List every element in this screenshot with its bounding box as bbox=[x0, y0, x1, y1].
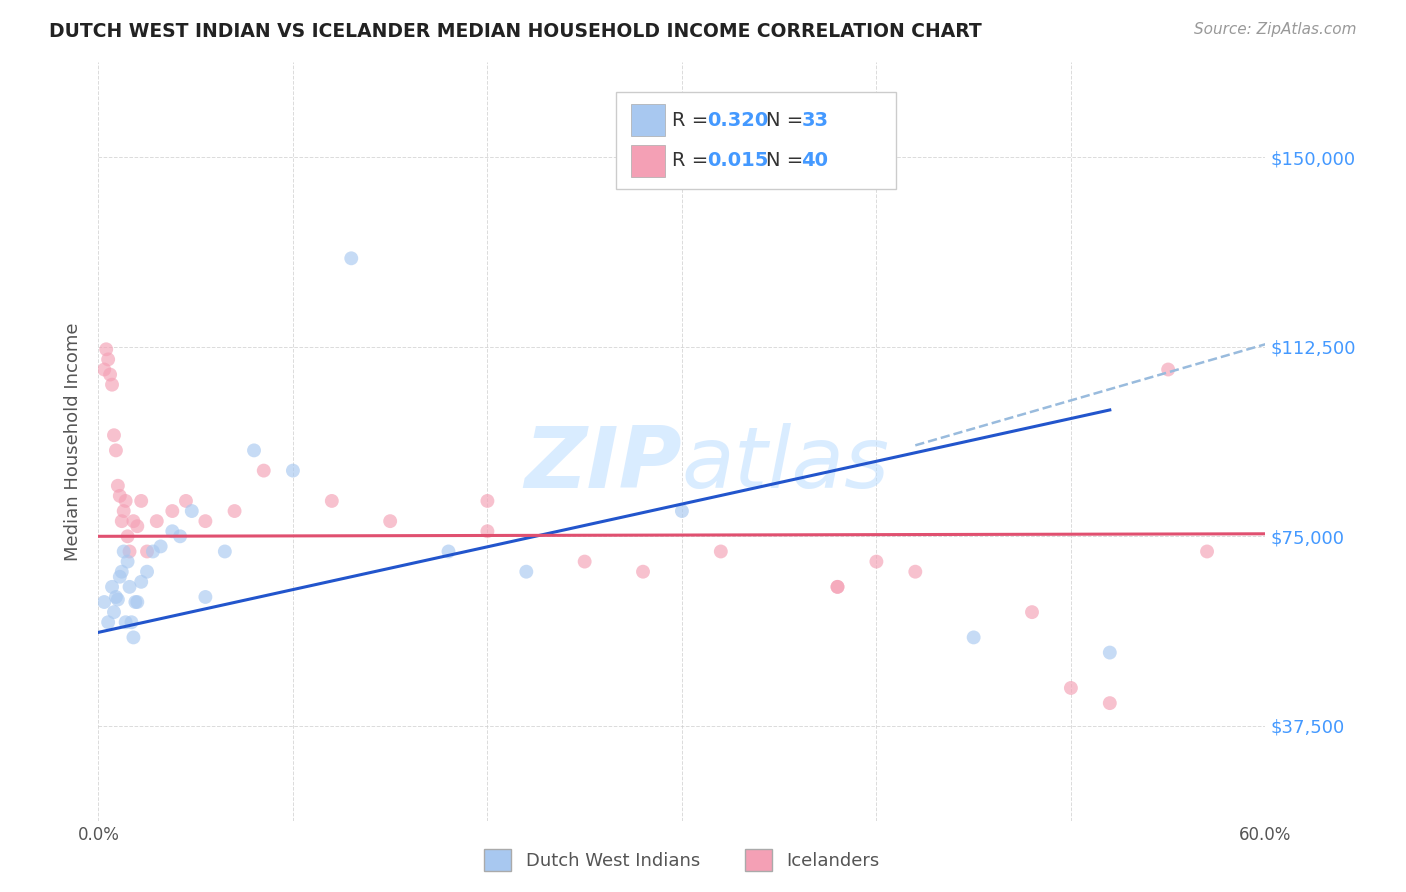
Point bbox=[98, 368, 121, 382]
Y-axis label: Median Household Income: Median Household Income bbox=[65, 322, 83, 561]
Point bbox=[118, 544, 141, 558]
Point bbox=[437, 544, 460, 558]
Point bbox=[671, 504, 693, 518]
Text: Source: ZipAtlas.com: Source: ZipAtlas.com bbox=[1194, 22, 1357, 37]
Point bbox=[117, 529, 139, 543]
Point bbox=[103, 605, 125, 619]
Point bbox=[1098, 696, 1121, 710]
Text: 40: 40 bbox=[801, 151, 828, 170]
Point bbox=[631, 565, 654, 579]
Point bbox=[114, 615, 136, 630]
Text: 0.015: 0.015 bbox=[707, 151, 769, 170]
Point bbox=[136, 544, 159, 558]
Point bbox=[477, 524, 499, 539]
Point bbox=[111, 514, 134, 528]
Point bbox=[101, 377, 124, 392]
Point bbox=[93, 595, 115, 609]
Point bbox=[114, 494, 136, 508]
Point bbox=[107, 592, 129, 607]
Point bbox=[93, 362, 115, 376]
Point bbox=[108, 570, 131, 584]
Point bbox=[162, 504, 184, 518]
Point bbox=[107, 479, 129, 493]
Point bbox=[865, 555, 887, 569]
Point bbox=[117, 555, 139, 569]
Point bbox=[169, 529, 191, 543]
Point bbox=[224, 504, 246, 518]
Text: N =: N = bbox=[766, 111, 810, 130]
Point bbox=[194, 590, 217, 604]
Text: DUTCH WEST INDIAN VS ICELANDER MEDIAN HOUSEHOLD INCOME CORRELATION CHART: DUTCH WEST INDIAN VS ICELANDER MEDIAN HO… bbox=[49, 22, 981, 41]
Point bbox=[340, 252, 363, 266]
Point bbox=[121, 615, 143, 630]
Point bbox=[101, 580, 124, 594]
Point bbox=[142, 544, 165, 558]
Point bbox=[1157, 362, 1180, 376]
Point bbox=[97, 615, 120, 630]
Point bbox=[710, 544, 733, 558]
Text: R =: R = bbox=[672, 151, 714, 170]
Text: atlas: atlas bbox=[682, 423, 890, 506]
Point bbox=[574, 555, 596, 569]
Point bbox=[1195, 544, 1218, 558]
Point bbox=[108, 489, 131, 503]
Point bbox=[146, 514, 169, 528]
Point bbox=[122, 631, 145, 645]
Text: N =: N = bbox=[766, 151, 810, 170]
Point bbox=[129, 574, 152, 589]
Point bbox=[194, 514, 217, 528]
Point bbox=[380, 514, 402, 528]
Point bbox=[214, 544, 236, 558]
Point bbox=[515, 565, 537, 579]
Point bbox=[1098, 646, 1121, 660]
Point bbox=[162, 524, 184, 539]
Point bbox=[243, 443, 266, 458]
Point bbox=[1021, 605, 1043, 619]
Point bbox=[118, 580, 141, 594]
Legend: Dutch West Indians, Icelanders: Dutch West Indians, Icelanders bbox=[475, 839, 889, 880]
Point bbox=[124, 595, 146, 609]
Point bbox=[103, 428, 125, 442]
Point bbox=[253, 464, 276, 478]
Point bbox=[904, 565, 927, 579]
Text: 33: 33 bbox=[801, 111, 828, 130]
Point bbox=[180, 504, 202, 518]
Point bbox=[96, 343, 118, 357]
Point bbox=[127, 519, 149, 533]
Point bbox=[827, 580, 849, 594]
Point bbox=[281, 464, 304, 478]
Point bbox=[827, 580, 849, 594]
Text: ZIP: ZIP bbox=[524, 423, 682, 506]
Point bbox=[127, 595, 149, 609]
Point bbox=[149, 540, 172, 554]
Point bbox=[136, 565, 159, 579]
Point bbox=[104, 443, 127, 458]
Point bbox=[111, 565, 134, 579]
Point bbox=[122, 514, 145, 528]
Text: R =: R = bbox=[672, 111, 714, 130]
Point bbox=[112, 544, 135, 558]
Point bbox=[97, 352, 120, 367]
Point bbox=[104, 590, 127, 604]
Point bbox=[129, 494, 152, 508]
Text: 0.320: 0.320 bbox=[707, 111, 769, 130]
Point bbox=[1060, 681, 1083, 695]
Point bbox=[477, 494, 499, 508]
Point bbox=[962, 631, 984, 645]
Point bbox=[174, 494, 197, 508]
Point bbox=[112, 504, 135, 518]
Point bbox=[321, 494, 343, 508]
